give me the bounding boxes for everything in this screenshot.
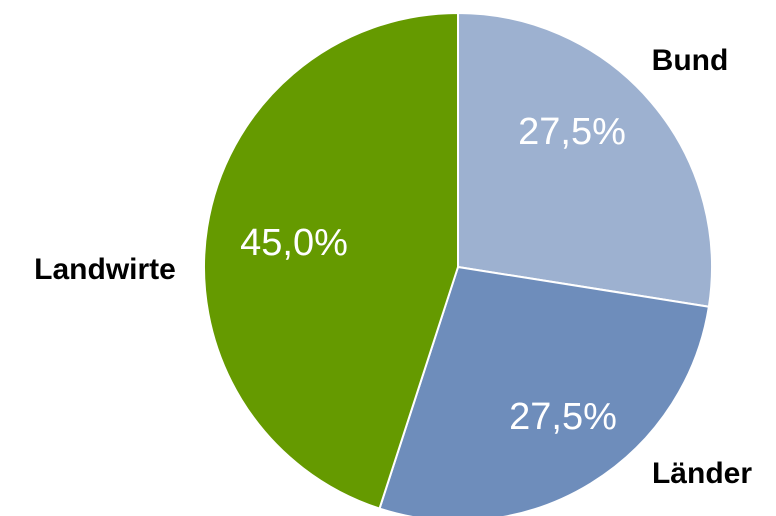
category-label: Länder [652,457,752,490]
category-label: Landwirte [34,253,176,286]
category-labels: Bund Länder Landwirte [34,44,752,490]
value-labels: 27,5% 27,5% 45,0% [240,111,626,438]
pie-slice-l-nder [378,265,711,516]
pie-slices [203,11,713,516]
pie-slice-landwirte [203,11,459,510]
category-label: Bund [652,44,729,77]
value-label: 45,0% [240,222,348,264]
value-label: 27,5% [518,111,626,153]
pie-slice-bund [457,11,713,308]
value-label: 27,5% [509,396,617,438]
